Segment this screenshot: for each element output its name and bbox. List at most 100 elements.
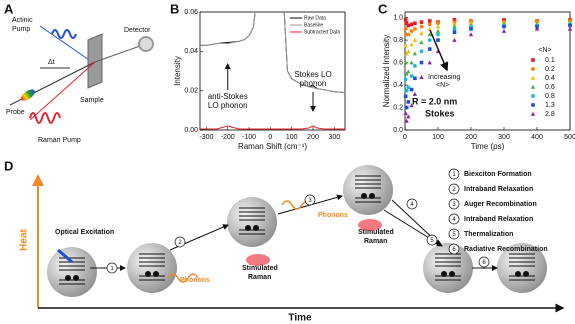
point	[413, 26, 417, 31]
point	[409, 74, 414, 78]
x-tick-label: 300	[328, 134, 340, 141]
carrier	[65, 275, 71, 281]
point	[419, 74, 424, 79]
point	[568, 23, 572, 28]
y-axis-label: Normalized Intensity	[382, 35, 391, 107]
step-number: 6	[482, 260, 486, 266]
legend-marker	[531, 67, 535, 71]
point	[427, 47, 432, 51]
y-tick-label: 0.2	[393, 104, 403, 111]
step-number: 6	[452, 247, 456, 253]
step-number: 4	[410, 202, 414, 208]
step-badge	[448, 228, 460, 240]
pulse	[51, 29, 77, 39]
point	[468, 21, 474, 26]
point	[427, 19, 432, 23]
point	[452, 26, 457, 31]
label: Sample	[80, 97, 104, 104]
axis-label: Heat	[19, 228, 30, 250]
point	[409, 42, 414, 47]
panel-d: D Heat Time Optical Excitation Phonons P…	[4, 158, 565, 324]
point	[501, 28, 507, 33]
point	[406, 114, 411, 119]
nanocrystal	[227, 197, 277, 247]
raman-pulse	[246, 254, 270, 266]
label: Stimulated	[242, 265, 278, 272]
point	[435, 24, 441, 29]
point	[404, 21, 409, 26]
y-tick-label: 0.06	[184, 9, 198, 16]
legend-label: 0.4	[545, 75, 555, 82]
annotation-arrow	[429, 29, 449, 72]
point	[409, 22, 414, 27]
x-tick-label: 200	[465, 134, 477, 141]
point	[403, 43, 408, 48]
point	[406, 69, 411, 74]
step-number: 5	[452, 232, 456, 238]
point	[413, 76, 417, 81]
pump-beam	[39, 25, 93, 63]
panel-label: C	[378, 1, 388, 16]
step-badge	[448, 213, 460, 225]
point	[409, 60, 414, 65]
point	[406, 85, 411, 90]
carrier	[153, 271, 159, 277]
y-tick-label: 0.4	[393, 82, 403, 89]
point	[419, 20, 424, 24]
point	[419, 49, 424, 54]
step-number: 2	[452, 187, 456, 193]
legend-marker	[530, 111, 536, 116]
legend-marker	[530, 84, 536, 89]
point	[535, 19, 539, 23]
step-badge	[426, 234, 438, 246]
legend-label: 0.6	[545, 84, 555, 91]
pulse	[29, 112, 61, 124]
carrier	[145, 271, 151, 277]
y-tick-label: 0.0	[393, 127, 403, 134]
point	[409, 103, 414, 108]
y-tick-label: 1.0	[393, 14, 403, 21]
point	[404, 118, 409, 123]
carrier	[245, 225, 251, 231]
point	[404, 105, 409, 110]
carrier	[441, 271, 447, 277]
legend-marker	[531, 58, 535, 62]
label: Pump	[12, 26, 30, 33]
point	[469, 27, 473, 31]
point	[419, 31, 424, 36]
label: Raman	[248, 274, 271, 281]
axis-label: Time	[288, 313, 312, 324]
x-tick-label: -300	[199, 134, 213, 141]
x-tick-label: 500	[564, 134, 575, 141]
annotation: Stokes	[425, 108, 455, 118]
point	[409, 29, 414, 34]
step-badge	[448, 168, 460, 180]
step-badge	[304, 194, 316, 206]
label: Probe	[6, 109, 25, 116]
step-badge	[106, 262, 118, 274]
plot-frame	[199, 11, 346, 131]
step-badge	[448, 243, 460, 255]
step-badge	[478, 256, 490, 268]
point	[403, 110, 408, 115]
y-tick-label: 0.04	[184, 48, 198, 55]
y-tick-label: 0.02	[184, 88, 198, 95]
point	[412, 51, 418, 56]
point	[406, 100, 411, 104]
step-number: 3	[308, 198, 312, 204]
point	[419, 60, 424, 65]
annotation: anti-Stokes	[208, 92, 248, 101]
point	[469, 19, 473, 23]
step-number: 4	[452, 217, 456, 223]
legend-label: 0.2	[545, 66, 555, 73]
point	[406, 49, 411, 54]
raman-beam	[29, 61, 96, 121]
step-text: Intraband Relaxation	[464, 186, 533, 193]
point	[403, 77, 408, 82]
x-axis-label: Time (ps)	[471, 142, 505, 151]
x-tick-label: 0	[268, 134, 272, 141]
detector	[138, 36, 154, 52]
carrier	[73, 275, 79, 281]
legend-marker	[531, 94, 535, 98]
x-tick-label: 400	[531, 134, 543, 141]
